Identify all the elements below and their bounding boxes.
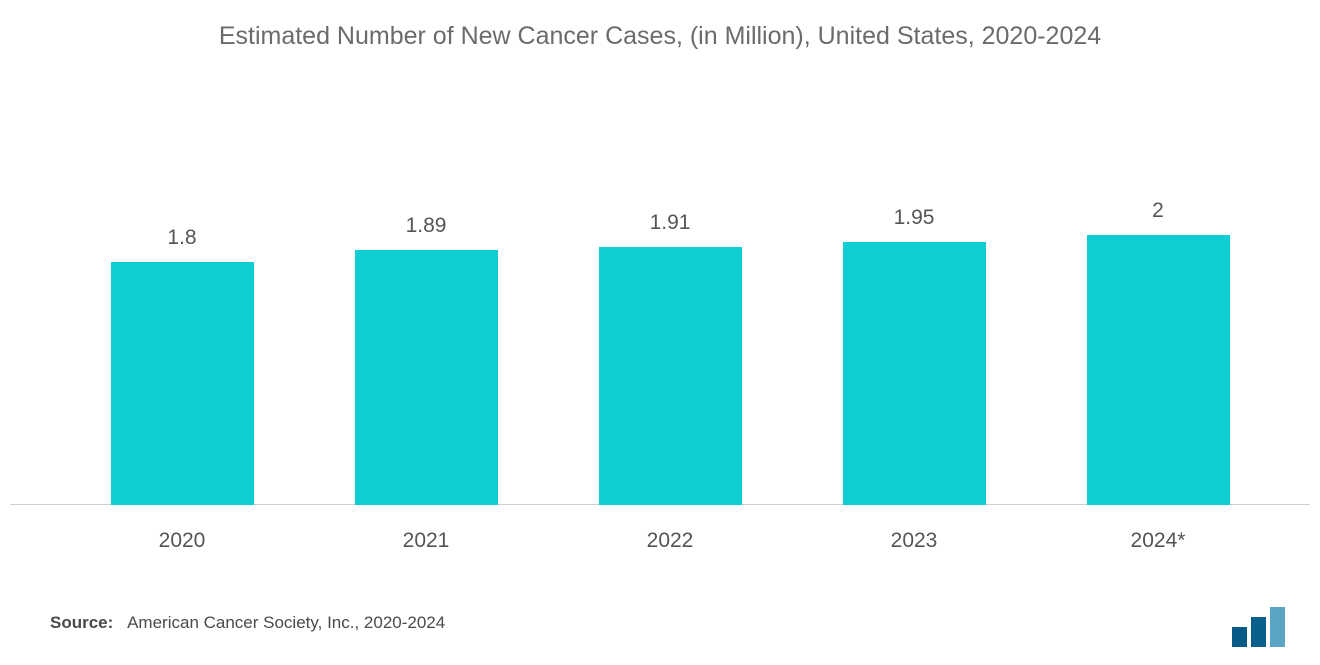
bar (843, 242, 986, 505)
bar (599, 247, 742, 505)
bar (355, 250, 498, 505)
x-axis-label: 2021 (304, 529, 548, 553)
source-label: Source: (50, 613, 113, 632)
bar-value-label: 1.95 (894, 206, 935, 230)
plot-area: 1.8 1.89 1.91 1.95 2 (60, 100, 1280, 505)
x-axis-label: 2022 (548, 529, 792, 553)
bar-group: 1.91 (548, 211, 792, 505)
bar-value-label: 1.89 (406, 214, 447, 238)
chart-title: Estimated Number of New Cancer Cases, (i… (0, 22, 1320, 51)
bar-value-label: 1.91 (650, 211, 691, 235)
x-axis-label: 2023 (792, 529, 1036, 553)
bar-value-label: 2 (1152, 199, 1164, 223)
source-text: American Cancer Society, Inc., 2020-2024 (127, 613, 445, 632)
x-axis-label: 2024* (1036, 529, 1280, 553)
x-axis-labels: 2020 2021 2022 2023 2024* (60, 529, 1280, 553)
bars-row: 1.8 1.89 1.91 1.95 2 (60, 100, 1280, 505)
bar-value-label: 1.8 (167, 226, 196, 250)
bar-group: 1.89 (304, 214, 548, 505)
chart-container: Estimated Number of New Cancer Cases, (i… (0, 0, 1320, 665)
bar-group: 2 (1036, 199, 1280, 505)
bar (111, 262, 254, 505)
x-axis-label: 2020 (60, 529, 304, 553)
mordor-logo-icon (1230, 605, 1290, 647)
source-line: Source: American Cancer Society, Inc., 2… (50, 613, 445, 633)
bar-group: 1.95 (792, 206, 1036, 505)
bar (1087, 235, 1230, 505)
bar-group: 1.8 (60, 226, 304, 505)
